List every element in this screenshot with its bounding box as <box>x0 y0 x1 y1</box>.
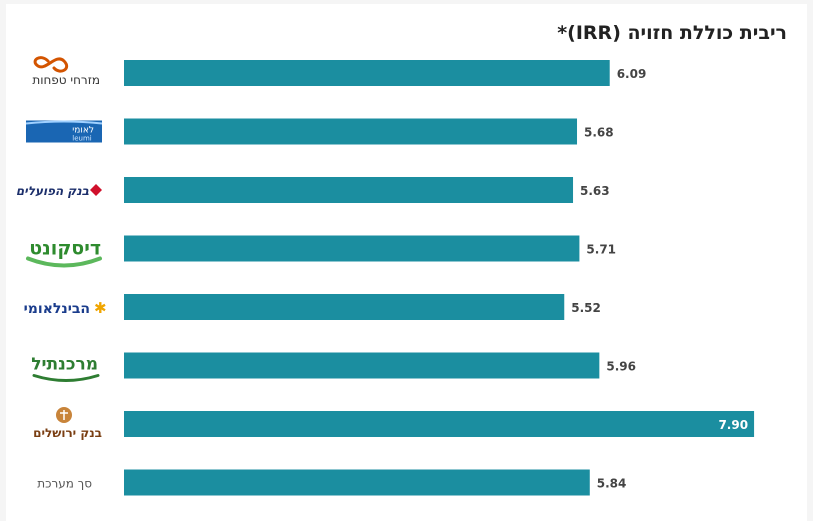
value-label-5: 5.52 <box>571 301 601 315</box>
value-label-8: 5.84 <box>597 477 627 491</box>
bank-name-label: בנק ירושלים <box>33 426 102 440</box>
bank-name-label: הבינלאומי <box>24 301 90 317</box>
bank-logo-discount: דיסקונט <box>26 238 102 268</box>
bank-logo-mercantile: מרכנתיל <box>31 355 100 382</box>
bank-name-label: מרכנתיל <box>31 355 98 375</box>
value-label-2: 5.68 <box>584 126 614 140</box>
bank-name-label: דיסקונט <box>29 238 101 260</box>
chart-card: ריבית כוללת חזויה (IRR)* 6.09 מזרחי טפחות… <box>6 4 807 521</box>
bank-logo-beinleumi: הבינלאומי ✱ <box>24 299 107 317</box>
bar-8 <box>124 469 590 496</box>
bank-logo-jerusalem: בנק ירושלים <box>33 407 102 440</box>
infinity-icon <box>33 56 69 73</box>
smile-icon <box>26 256 102 268</box>
bar-4 <box>124 235 580 262</box>
chart-title: ריבית כוללת חזויה (IRR)* <box>557 22 787 44</box>
emblem-mark-icon <box>60 410 68 420</box>
value-label-4: 5.71 <box>586 243 616 257</box>
value-label-7: 7.90 <box>718 418 748 432</box>
diamond-icon <box>90 184 102 196</box>
value-label-3: 5.63 <box>580 184 610 198</box>
bank-subtext-label: leumi <box>72 135 92 143</box>
bar-2 <box>124 118 578 145</box>
bank-name-label: מזרחי טפחות <box>32 73 100 87</box>
bar-6 <box>124 352 600 379</box>
bar-7 <box>124 411 755 437</box>
value-label-6: 5.96 <box>606 360 636 374</box>
bank-logo-system: סך מערכת <box>37 477 92 491</box>
bank-logo-mizrahi: מזרחי טפחות <box>32 56 100 87</box>
bank-name-label: לאומי <box>72 126 94 136</box>
wave-icon <box>25 120 103 125</box>
bank-logo-hapoalim: בנק הפועלים <box>16 184 102 198</box>
value-label-1: 6.09 <box>617 67 647 81</box>
bar-1 <box>124 60 610 86</box>
bar-3 <box>124 177 574 203</box>
bar-5 <box>124 294 565 320</box>
bank-name-label: סך מערכת <box>37 477 92 491</box>
star-icon: ✱ <box>94 299 107 317</box>
leumi-logo-box <box>26 120 102 143</box>
smile-icon <box>32 374 100 382</box>
bank-name-label: בנק הפועלים <box>16 184 90 198</box>
